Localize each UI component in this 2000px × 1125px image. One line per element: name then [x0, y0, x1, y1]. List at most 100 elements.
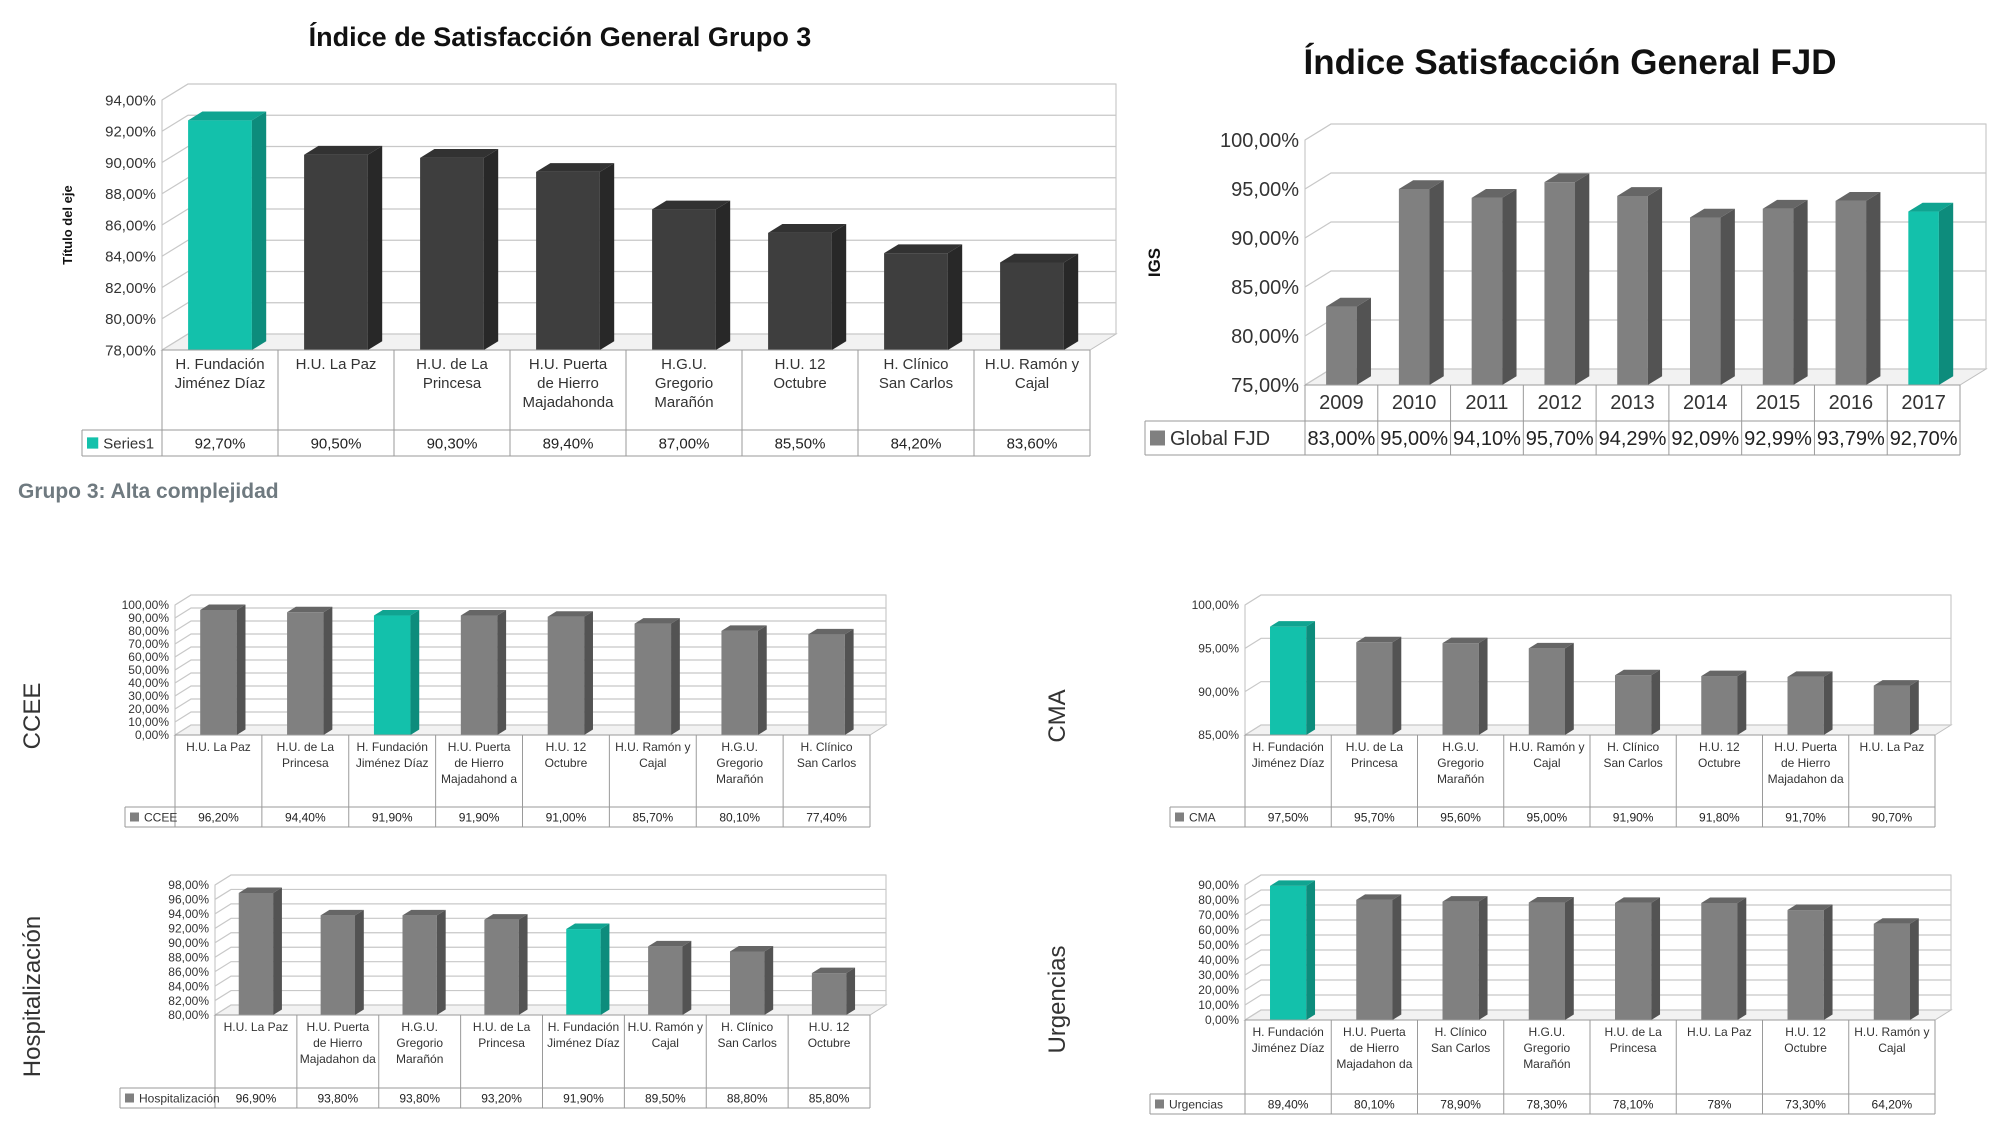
category-label: Marañón: [1523, 1057, 1570, 1071]
data-value-label: 88,80%: [727, 1091, 768, 1105]
category-label: H.U. Ramón y: [615, 740, 690, 754]
data-value-label: 64,20%: [1872, 1097, 1913, 1111]
bar: [721, 625, 767, 735]
category-label: Gregorio: [655, 375, 713, 392]
bar-top: [1356, 636, 1402, 643]
bar-top: [1701, 897, 1747, 903]
y-tick-label: 60,00%: [1198, 923, 1239, 937]
y-tick-label: 0,00%: [135, 728, 169, 742]
category-label: Octubre: [545, 756, 588, 770]
bar-side: [1651, 669, 1661, 735]
bar-side: [846, 967, 856, 1015]
bar-top: [420, 149, 499, 158]
y-tick-label: 80,00%: [1198, 893, 1239, 907]
gridline: [174, 607, 886, 619]
chart-fjd: 100,00% 95,00% 90,00% 85,00% 80,00% 75,00% Glo…: [1144, 42, 1988, 456]
bar-top: [884, 244, 963, 254]
category-label: Majadahond a: [441, 772, 517, 786]
y-tick-label: 30,00%: [128, 689, 169, 703]
category-label: Octubre: [808, 1036, 851, 1050]
category-label: Princesa: [423, 375, 482, 392]
bar-front: [188, 120, 252, 350]
bar-top: [287, 606, 333, 613]
legend-key: [1155, 1099, 1164, 1109]
bar-side: [1647, 187, 1663, 385]
y-tick-label: 70,00%: [128, 637, 169, 651]
y-tick-label: 100,00%: [1192, 598, 1240, 612]
gridline: [161, 208, 1116, 226]
y-tick-label: 50,00%: [128, 663, 169, 677]
bar-side: [1823, 904, 1833, 1020]
category-label: Majadahonda: [523, 394, 615, 411]
y-tick-label: 90,00%: [168, 936, 209, 950]
bar-top: [1442, 637, 1488, 644]
category-label: 2011: [1465, 392, 1508, 414]
y-tick-label: 88,00%: [168, 950, 209, 964]
data-value-label: 90,50%: [311, 435, 362, 452]
bar-front: [1356, 899, 1393, 1020]
y-tick-label: 92,00%: [168, 922, 209, 936]
bar-top: [1835, 192, 1881, 201]
category-label: H.U. 12: [1699, 740, 1740, 754]
bar-top: [1326, 297, 1371, 307]
bar-front: [402, 915, 437, 1015]
plot-wall: [214, 874, 887, 1016]
category-label: San Carlos: [797, 756, 856, 770]
bar-top: [320, 909, 364, 916]
chart-hosp: 98,00%96,00%94,00%92,00%90,00%88,00%86,0…: [19, 874, 888, 1109]
category-label: H.U. de La: [1604, 1025, 1662, 1039]
category-label: H.U. 12: [1785, 1025, 1826, 1039]
bar-front: [1787, 910, 1824, 1020]
data-value-label: 93,20%: [481, 1091, 522, 1105]
bar-top: [634, 618, 680, 624]
bar-front: [808, 634, 845, 735]
category-label: H. Fundación: [548, 1020, 619, 1034]
y-tick-label: 82,00%: [105, 280, 156, 297]
category-label: Cajal: [1015, 375, 1049, 392]
legend-key: [1175, 812, 1184, 822]
bar-front: [238, 892, 274, 1015]
bar-side: [1651, 897, 1661, 1020]
y-tick-label: 0,00%: [1205, 1013, 1239, 1027]
bar-top: [729, 945, 774, 952]
bar-side: [483, 149, 499, 350]
gridline: [1304, 123, 1986, 141]
data-value-label: 85,80%: [809, 1091, 850, 1105]
category-label: Marañón: [396, 1052, 443, 1066]
data-value-label: 92,09%: [1671, 428, 1739, 450]
y-tick-label: 100,00%: [1220, 130, 1299, 152]
gridline: [1304, 172, 1986, 190]
bar: [547, 611, 593, 735]
chart-title: CCEE: [19, 683, 46, 750]
bar-front: [200, 609, 237, 735]
bar-front: [1701, 903, 1738, 1020]
bar-front: [811, 973, 847, 1015]
chart-title: Índice de Satisfacción General Grupo 3: [309, 21, 812, 52]
y-tick-label: 90,00%: [105, 155, 156, 172]
data-value-label: 94,29%: [1599, 428, 1667, 450]
bar: [729, 945, 774, 1015]
bar: [1000, 253, 1079, 350]
bar: [373, 610, 420, 735]
category-label: San Carlos: [718, 1036, 777, 1050]
bar-side: [1306, 880, 1316, 1020]
category-label: Cajal: [1878, 1041, 1905, 1055]
y-tick-label: 70,00%: [1198, 908, 1239, 922]
bar-front: [460, 615, 498, 735]
data-value-label: 95,60%: [1440, 810, 1481, 824]
bar-side: [1564, 897, 1574, 1020]
y-tick-label: 98,00%: [168, 878, 209, 892]
bar: [1615, 897, 1661, 1020]
data-value-label: 78,10%: [1613, 1097, 1654, 1111]
chart-urg: 90,00%80,00%70,00%60,00%50,00%40,00%30,0…: [1044, 874, 1953, 1115]
bar: [484, 914, 528, 1015]
data-value-label: 83,60%: [1007, 435, 1058, 452]
bar-side: [1306, 621, 1316, 735]
category-label: San Carlos: [879, 375, 953, 392]
bar-side: [1720, 208, 1735, 385]
bar-side: [1478, 896, 1488, 1020]
bar-front: [1835, 200, 1867, 385]
data-value-label: 91,00%: [546, 810, 587, 824]
data-value-label: 78%: [1707, 1097, 1731, 1111]
category-label: H. Fundación: [1252, 1025, 1323, 1039]
